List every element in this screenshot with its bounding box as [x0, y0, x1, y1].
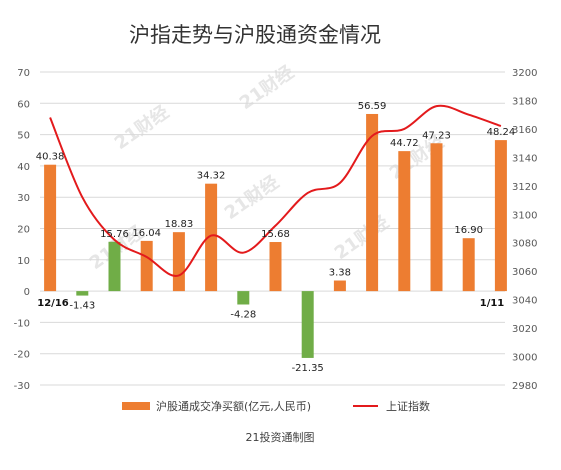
bar: [205, 183, 218, 292]
x-axis-label: 1/11: [480, 298, 505, 309]
right-tick-label: 3120: [512, 182, 537, 193]
bar-series: [44, 113, 507, 358]
watermark-1: 21财经: [235, 61, 298, 114]
right-tick-label: 3140: [512, 153, 537, 164]
bar-data-label: 44.72: [390, 138, 419, 149]
bar: [430, 143, 443, 292]
bar: [172, 232, 185, 292]
line-series: [49, 104, 502, 277]
right-tick-label: 3080: [512, 239, 537, 250]
bar-data-label: -4.28: [230, 309, 256, 320]
bar: [269, 242, 282, 292]
bar-data-label: 16.04: [132, 228, 161, 239]
bar: [494, 140, 507, 292]
bar-data-label: -1.43: [69, 301, 95, 312]
bar: [140, 240, 153, 292]
x-axis-labels: 12/16 1/11: [37, 298, 504, 309]
bar-data-label: 15.76: [100, 229, 129, 240]
right-tick-label: 2980: [512, 381, 537, 392]
right-tick-label: 3200: [512, 68, 537, 79]
left-tick-label: -10: [14, 318, 30, 329]
left-tick-label: 70: [17, 68, 30, 79]
legend-bar-swatch: [122, 402, 150, 410]
left-tick-label: 50: [17, 131, 30, 142]
bar: [237, 291, 250, 305]
bar-data-label: 47.23: [422, 130, 451, 141]
left-tick-label: 20: [17, 225, 30, 236]
legend-line-label: 上证指数: [386, 399, 430, 413]
bar-data-label: 40.38: [36, 152, 65, 163]
left-tick-label: 10: [17, 256, 30, 267]
bar: [108, 241, 121, 292]
bar-data-label: 56.59: [358, 101, 387, 112]
right-tick-label: 3060: [512, 267, 537, 278]
watermark-0: 21财经: [110, 101, 173, 154]
source-caption: 21投资通制图: [246, 430, 315, 444]
bar: [366, 113, 379, 292]
right-axis: 2980 3000 3020 3040 3060 3080 3100 3120 3140 3160…: [512, 68, 537, 392]
watermark-group: 21财经21财经21财经21财经21财经21财经: [85, 61, 448, 274]
right-tick-label: 3020: [512, 324, 537, 335]
bar-data-label: 16.90: [454, 225, 483, 236]
left-tick-label: 60: [17, 99, 30, 110]
bar-data-label: 34.32: [197, 171, 226, 182]
index-line: [49, 104, 502, 277]
left-tick-label: 0: [24, 287, 30, 298]
left-tick-label: 40: [17, 162, 30, 173]
bar-data-label: -21.35: [292, 363, 324, 374]
bar: [76, 291, 89, 296]
x-axis-label: 12/16: [37, 298, 69, 309]
chart-title: 沪指走势与沪股通资金情况: [129, 23, 381, 47]
bar: [301, 291, 314, 358]
bar: [44, 164, 57, 292]
left-tick-label: -30: [14, 381, 30, 392]
right-tick-label: 3160: [512, 125, 537, 136]
bar-data-label: 18.83: [165, 219, 194, 230]
bar: [462, 238, 475, 292]
left-axis: -30 -20 -10 0 10 20 30 40 50 60 70: [14, 68, 30, 392]
legend: 沪股通成交净买额(亿元,人民币) 上证指数: [122, 399, 430, 413]
bar: [398, 151, 411, 292]
right-tick-label: 3100: [512, 210, 537, 221]
right-tick-label: 3040: [512, 296, 537, 307]
legend-bar-label: 沪股通成交净买额(亿元,人民币): [156, 399, 311, 413]
bar: [333, 280, 346, 292]
bar-data-label: 15.68: [261, 229, 290, 240]
bar-data-label: 3.38: [329, 268, 351, 279]
watermark-4: 21财经: [330, 211, 393, 264]
left-tick-label: -20: [14, 350, 30, 361]
left-tick-label: 30: [17, 193, 30, 204]
bar-data-labels: 40.38 -1.43 15.76 16.04 18.83 34.32 -4.28 15.68…: [36, 101, 515, 374]
right-tick-label: 3180: [512, 96, 537, 107]
bar-data-label: 48.24: [487, 127, 516, 138]
right-tick-label: 3000: [512, 353, 537, 364]
